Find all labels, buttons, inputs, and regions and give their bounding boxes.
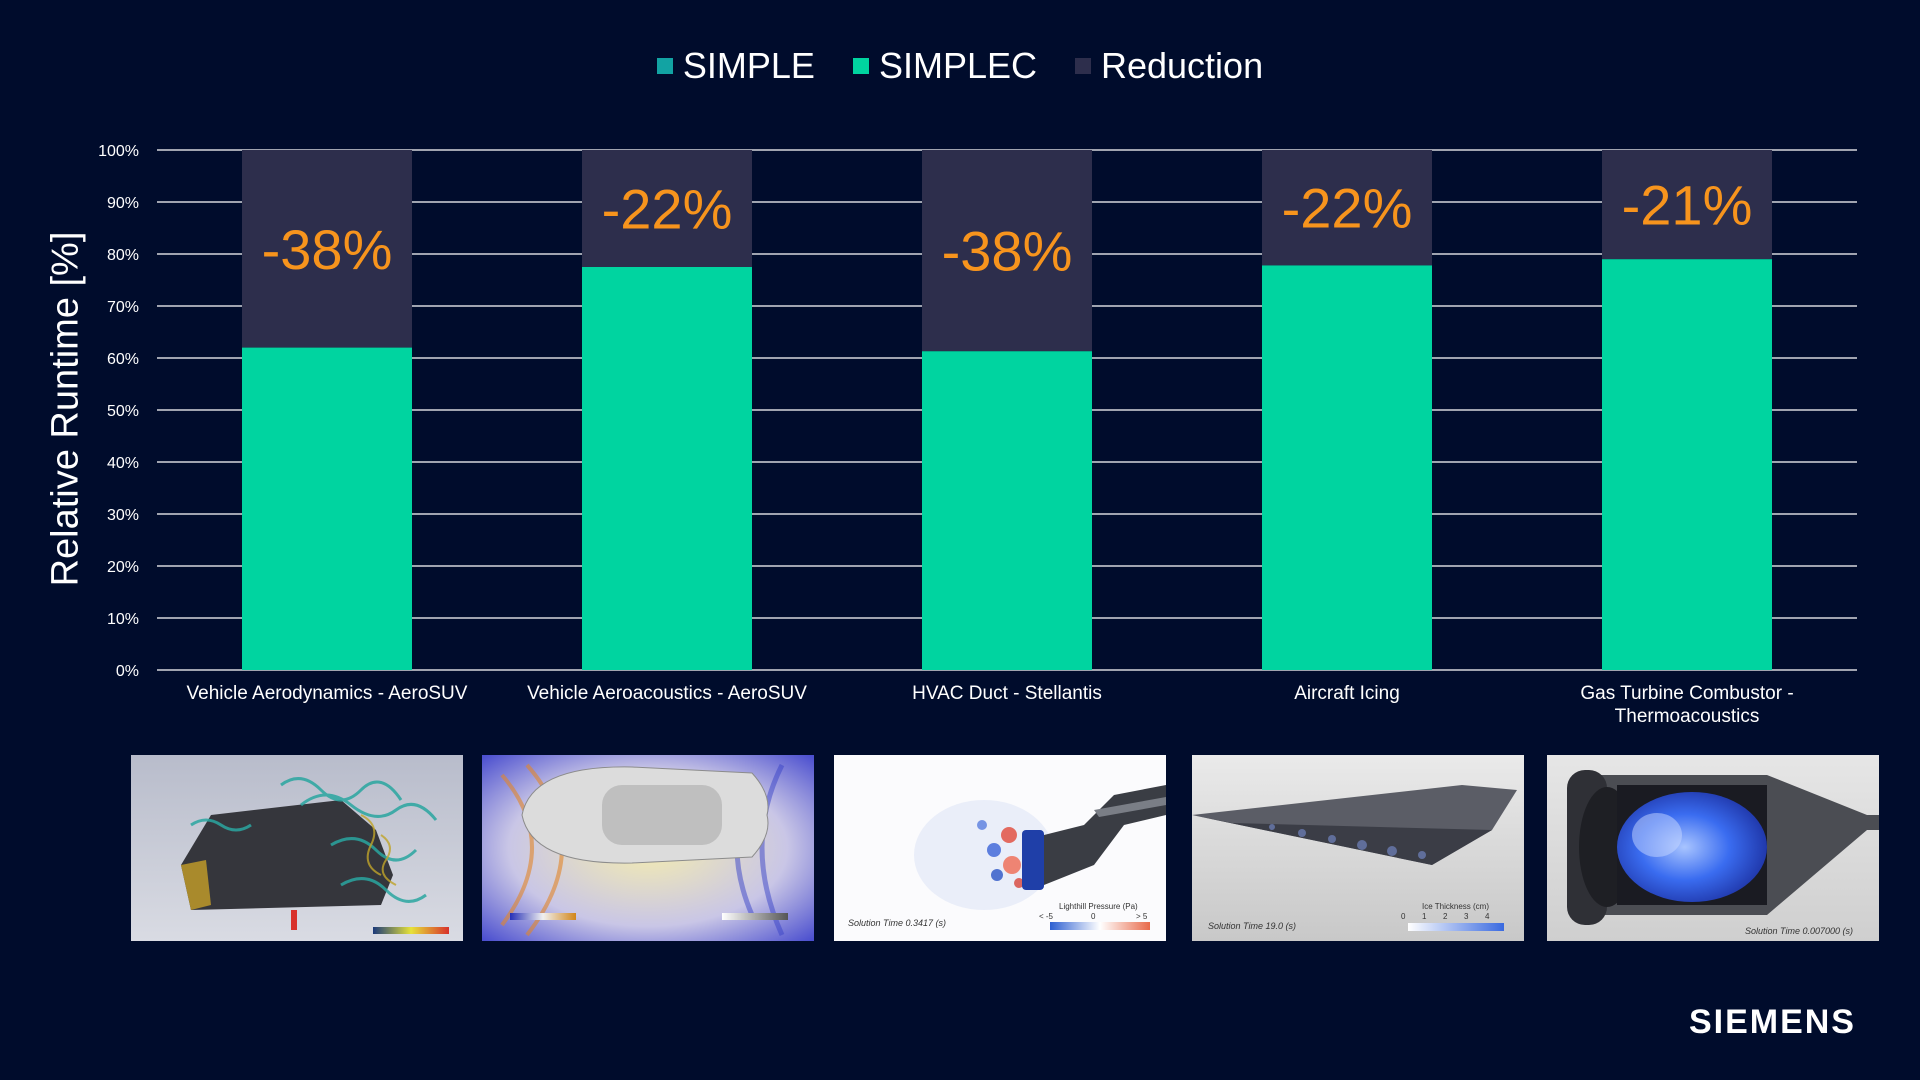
y-tick-label: 10% <box>107 611 139 628</box>
y-tick-label: 100% <box>98 143 139 160</box>
legend-item-reduction: Reduction <box>1074 45 1264 87</box>
gas-turbine-image: Solution Time 0.007000 (s) <box>1547 755 1879 941</box>
y-tick-label: 90% <box>107 195 139 212</box>
bar-simplec <box>582 267 752 670</box>
y-tick-label: 80% <box>107 247 139 264</box>
legend-item-simplec: SIMPLEC <box>852 45 1037 87</box>
y-tick-label: 40% <box>107 455 139 472</box>
legend-swatch-simplec <box>852 58 869 74</box>
bar-reduction <box>1262 150 1432 266</box>
bar-chart: 0% 10% 20% 30% 40% 50% 60% 70% 80% 90% 100% -38% Veh… <box>98 143 1857 727</box>
data-label: -38% <box>942 220 1073 283</box>
legend-item-simple: SIMPLE <box>656 45 815 87</box>
legend-label-simple: SIMPLE <box>682 45 815 86</box>
bar-simplec <box>1602 259 1772 670</box>
icing-caption: Solution Time 19.0 (s) <box>1208 921 1296 931</box>
legend-swatch-reduction <box>1074 58 1091 74</box>
data-label: -38% <box>262 218 393 281</box>
vehicle-aeroacoustics-image <box>482 755 814 941</box>
hvac-duct-image: Solution Time 0.3417 (s) Lighthill Press… <box>834 755 1166 941</box>
bar-simplec <box>1262 265 1432 670</box>
data-label: -22% <box>602 178 733 241</box>
combustor-caption: Solution Time 0.007000 (s) <box>1745 926 1853 936</box>
x-category-label: Aircraft Icing <box>1294 683 1400 704</box>
y-tick-label: 30% <box>107 507 139 524</box>
bar-reduction <box>242 150 412 348</box>
icing-scale-tick-1: 1 <box>1422 912 1427 921</box>
legend-label-reduction: Reduction <box>1100 45 1264 86</box>
x-category-label: Gas Turbine Combustor - <box>1580 683 1793 704</box>
icing-scale-tick-4: 4 <box>1485 912 1490 921</box>
bar-simplec <box>242 347 412 670</box>
x-category-label: HVAC Duct - Stellantis <box>912 683 1102 704</box>
example-images: Solution Time 0.3417 (s) Lighthill Press… <box>0 755 1920 943</box>
icing-scale-tick-2: 2 <box>1443 912 1448 921</box>
bar-reduction <box>1602 150 1772 260</box>
siemens-logo: SIEMENS <box>1688 1003 1856 1041</box>
y-tick-label: 60% <box>107 351 139 368</box>
chart-legend: SIMPLE SIMPLEC Reduction <box>0 45 1920 87</box>
hvac-scale-tick-0: < -5 <box>1039 912 1054 921</box>
x-category-label: Vehicle Aerodynamics - AeroSUV <box>187 683 468 704</box>
x-category-label: Vehicle Aeroacoustics - AeroSUV <box>527 683 807 704</box>
y-tick-label: 70% <box>107 299 139 316</box>
icing-scale-title: Ice Thickness (cm) <box>1422 902 1489 911</box>
y-tick-label: 0% <box>116 663 139 680</box>
hvac-scale-tick-1: 0 <box>1091 912 1096 921</box>
x-category-label: Thermoacoustics <box>1615 706 1760 727</box>
bar-reduction <box>582 150 752 267</box>
y-tick-label: 50% <box>107 403 139 420</box>
y-tick-label: 20% <box>107 559 139 576</box>
bar-simplec <box>922 351 1092 670</box>
legend-label-simplec: SIMPLEC <box>878 45 1037 86</box>
data-label: -22% <box>1282 177 1413 240</box>
hvac-scale-title: Lighthill Pressure (Pa) <box>1059 902 1138 911</box>
data-label: -21% <box>1622 174 1753 237</box>
legend-swatch-simple <box>656 58 673 74</box>
icing-scale-tick-0: 0 <box>1401 912 1406 921</box>
hvac-scale-tick-2: > 5 <box>1136 912 1148 921</box>
bar-reduction <box>922 150 1092 352</box>
aircraft-icing-image: Solution Time 19.0 (s) Ice Thickness (cm… <box>1192 755 1524 941</box>
hvac-caption: Solution Time 0.3417 (s) <box>848 918 946 928</box>
icing-scale-tick-3: 3 <box>1464 912 1469 921</box>
vehicle-aerodynamics-image <box>131 755 463 941</box>
